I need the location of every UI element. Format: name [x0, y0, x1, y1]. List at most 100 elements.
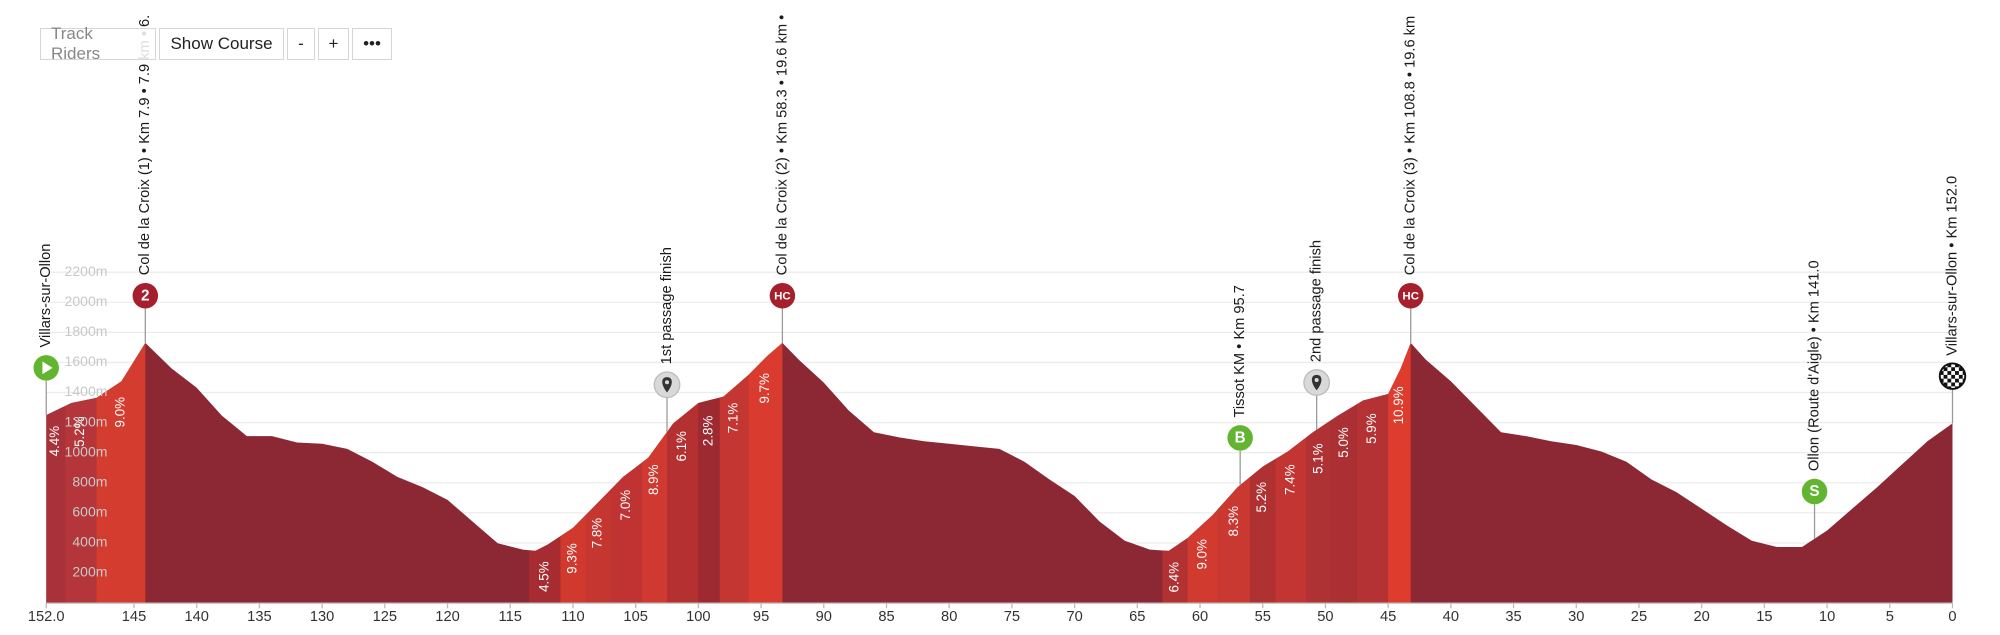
- annotation-label: Tissot KM • Km 95.7: [1232, 285, 1248, 417]
- x-tick-label: 145: [122, 609, 146, 625]
- gradient-label: 7.0%: [618, 490, 633, 521]
- show-course-button[interactable]: Show Course: [159, 28, 284, 60]
- x-tick-label: 80: [941, 609, 957, 625]
- badge-text: 2: [141, 287, 150, 304]
- x-tick-label: 130: [310, 609, 334, 625]
- x-tick-label: 140: [184, 609, 208, 625]
- x-tick-label: 105: [623, 609, 647, 625]
- gradient-segment: [719, 342, 749, 604]
- gradient-label: 2.8%: [701, 416, 716, 447]
- gradient-segment: [1388, 342, 1411, 604]
- x-tick-label: 60: [1192, 609, 1208, 625]
- y-tick-label: 400m: [72, 534, 107, 550]
- y-tick-label: 1200m: [65, 413, 108, 429]
- gradient-label: 5.0%: [1336, 427, 1351, 458]
- y-tick-label: 1800m: [65, 323, 108, 339]
- pin-dot: [1314, 377, 1319, 383]
- elevation-area: [46, 342, 1953, 604]
- x-tick-label: 90: [816, 609, 832, 625]
- y-tick-label: 1400m: [65, 383, 108, 399]
- gradient-label: 4.5%: [536, 561, 551, 592]
- annotation-icon: [1303, 369, 1331, 396]
- annotation-label: Villars-sur-Ollon: [38, 244, 54, 348]
- x-tick-label: 100: [686, 609, 710, 625]
- x-tick-label: 0: [1948, 609, 1956, 625]
- annotation-icon: [1938, 362, 1967, 390]
- x-tick-label: 65: [1129, 609, 1145, 625]
- x-tick-label: 45: [1380, 609, 1396, 625]
- x-tick-label: 110: [561, 609, 584, 625]
- gradient-label: 6.1%: [674, 431, 689, 462]
- gradient-label: 5.1%: [1311, 443, 1326, 474]
- annotation-icon: [132, 282, 159, 309]
- gradient-label: 5.2%: [72, 416, 87, 447]
- gradient-segment: [1275, 342, 1307, 604]
- gradient-segment: [698, 342, 720, 604]
- bonus-icon: [1227, 425, 1253, 451]
- x-tick-label: 15: [1756, 609, 1772, 625]
- more-button[interactable]: •••: [352, 28, 392, 60]
- gradient-segment: [585, 342, 611, 604]
- x-tick-label: 135: [247, 609, 271, 625]
- x-tick-label: 125: [373, 609, 397, 625]
- start-triangle: [42, 361, 53, 375]
- gradient-label: 7.8%: [590, 518, 605, 549]
- gradient-label: 6.4%: [1166, 562, 1181, 593]
- annotation-label: Ollon (Route d'Aigle) • Km 141.0: [1806, 260, 1822, 471]
- pin-dot: [664, 380, 670, 385]
- annotation-label: 2nd passage finish: [1309, 240, 1325, 362]
- climb-icon: [769, 282, 796, 309]
- gradient-label: 10.9%: [1391, 386, 1406, 424]
- bonus-icon: [1801, 478, 1828, 505]
- badge-text: HC: [774, 290, 791, 302]
- x-tick-label: 55: [1255, 609, 1271, 625]
- x-tick-label: 50: [1317, 609, 1333, 625]
- annotation-icon: [33, 355, 59, 381]
- y-tick-label: 2000m: [65, 293, 108, 309]
- y-tick-label: 800m: [72, 473, 107, 489]
- gradient-label: 7.4%: [1282, 464, 1297, 495]
- x-tick-label: 40: [1443, 609, 1459, 625]
- gradient-label: 4.4%: [47, 426, 62, 457]
- zoom-out-button[interactable]: -: [287, 28, 315, 60]
- gradient-label: 9.0%: [1195, 539, 1210, 570]
- gradient-label: 8.9%: [646, 464, 661, 495]
- gradient-segment: [1356, 342, 1389, 604]
- gradient-segment: [1162, 342, 1188, 604]
- x-tick-label: 10: [1819, 609, 1835, 625]
- y-tick-label: 2200m: [65, 263, 108, 279]
- pin-shape: [662, 377, 672, 393]
- zoom-in-button[interactable]: +: [318, 28, 349, 60]
- climb-icon: [132, 282, 159, 309]
- gradient-segment: [529, 342, 561, 604]
- x-tick-label: 5: [1886, 609, 1894, 625]
- badge-text: HC: [1402, 290, 1419, 302]
- gradient-segment: [560, 342, 586, 604]
- x-tick-label: 25: [1631, 609, 1647, 625]
- gradient-segment: [1187, 342, 1219, 604]
- track-riders-button[interactable]: Track Riders: [40, 24, 156, 63]
- x-tick-label: 95: [753, 609, 769, 625]
- climb-icon: [1397, 282, 1424, 309]
- gradient-label: 5.2%: [1254, 482, 1269, 513]
- gradient-segment: [1331, 342, 1357, 604]
- gradient-label: 7.1%: [726, 403, 741, 434]
- y-tick-label: 1000m: [65, 443, 108, 459]
- y-tick-label: 600m: [72, 504, 107, 520]
- gradient-segment: [748, 342, 783, 604]
- badge-text: B: [1235, 430, 1246, 447]
- x-tick-label: 152.0: [28, 609, 65, 625]
- gradient-label: 9.7%: [757, 373, 772, 404]
- gradient-label: 5.9%: [1364, 413, 1379, 444]
- annotation-icon: [653, 371, 681, 399]
- annotation-icon: [1801, 478, 1828, 505]
- pin-shape: [1311, 374, 1322, 391]
- finish-icon: [1938, 362, 1967, 390]
- gradient-segment: [1250, 342, 1276, 604]
- annotation-label: Col de la Croix (3) • Km 108.8 • 19.6 km: [1403, 16, 1419, 276]
- x-tick-label: 120: [435, 609, 459, 625]
- annotation-label: Villars-sur-Ollon • Km 152.0: [1944, 176, 1960, 356]
- annotation-label: 1st passage finish: [659, 247, 675, 364]
